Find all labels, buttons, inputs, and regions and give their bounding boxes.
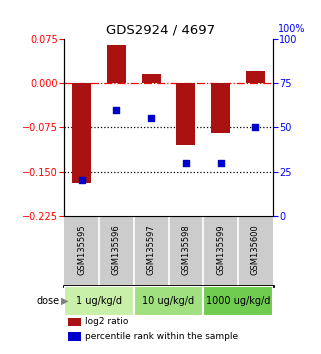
Text: GSM135600: GSM135600: [251, 224, 260, 275]
Bar: [211, 83, 230, 133]
Point: [114, 107, 119, 113]
Bar: [142, 74, 161, 83]
Point: [79, 177, 84, 183]
Bar: [134, 286, 203, 316]
Text: ▶: ▶: [61, 296, 68, 306]
Text: 100%: 100%: [278, 24, 305, 34]
Point: [253, 125, 258, 130]
Text: GSM135598: GSM135598: [181, 224, 190, 275]
Bar: [246, 72, 265, 83]
Bar: [68, 318, 81, 326]
Text: 1000 ug/kg/d: 1000 ug/kg/d: [206, 296, 270, 306]
Point: [218, 160, 223, 166]
Text: GSM135595: GSM135595: [77, 224, 86, 275]
Bar: [107, 45, 126, 83]
Text: GSM135596: GSM135596: [112, 224, 121, 275]
Bar: [68, 332, 81, 341]
Text: GDS2924 / 4697: GDS2924 / 4697: [106, 23, 215, 36]
Bar: [64, 286, 134, 316]
Text: GSM135597: GSM135597: [147, 224, 156, 275]
Text: 10 ug/kg/d: 10 ug/kg/d: [143, 296, 195, 306]
Bar: [72, 83, 91, 183]
Point: [183, 160, 188, 166]
Point: [149, 116, 154, 121]
Bar: [176, 83, 195, 145]
Text: 1 ug/kg/d: 1 ug/kg/d: [76, 296, 122, 306]
Text: GSM135599: GSM135599: [216, 224, 225, 275]
Text: percentile rank within the sample: percentile rank within the sample: [85, 332, 238, 341]
Bar: [203, 286, 273, 316]
Text: log2 ratio: log2 ratio: [85, 318, 128, 326]
Text: dose: dose: [36, 296, 59, 306]
